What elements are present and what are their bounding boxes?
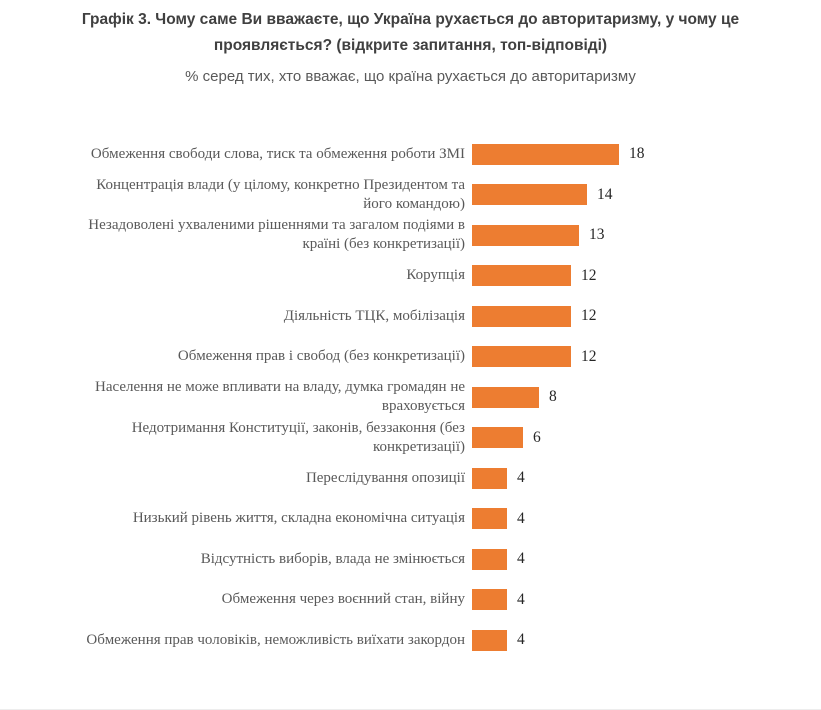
value-label: 4 (517, 469, 525, 487)
value-label: 12 (581, 266, 597, 284)
bar (472, 629, 507, 651)
bar-row: Відсутність виборів, влада не змінюється… (0, 539, 821, 580)
value-label: 4 (517, 631, 525, 649)
category-label: Діяльність ТЦК, мобілізація (283, 307, 465, 324)
category-label: Населення не може впливати на владу, дум… (95, 379, 465, 415)
category-label: Обмеження прав і свобод (без конкретизац… (177, 348, 465, 365)
bar (472, 143, 619, 165)
value-label: 13 (589, 226, 605, 244)
bar-row: Незадоволені ухваленими рішеннями та заг… (0, 215, 821, 256)
bar-row: Корупція 12 (0, 256, 821, 297)
value-label: 6 (533, 428, 541, 446)
bar-row: Населення не може впливати на владу, дум… (0, 377, 821, 418)
value-label: 18 (629, 145, 645, 163)
bar-row: Обмеження прав і свобод (без конкретизац… (0, 337, 821, 378)
bar (472, 305, 571, 327)
bar-row: Обмеження прав чоловіків, неможливість в… (0, 620, 821, 661)
category-label: Недотримання Конституції, законів, безза… (131, 419, 465, 455)
category-label: Концентрація влади (у цілому, конкретно … (96, 176, 465, 212)
bar-row: Обмеження через воєнний стан, війну 4 (0, 580, 821, 621)
value-label: 8 (549, 388, 557, 406)
category-label: Корупція (406, 267, 465, 284)
bar-row: Недотримання Конституції, законів, безза… (0, 418, 821, 459)
category-label: Відсутність виборів, влада не змінюється (200, 550, 465, 567)
value-label: 4 (517, 509, 525, 527)
category-label: Незадоволені ухваленими рішеннями та заг… (88, 217, 465, 253)
category-label: Обмеження свободи слова, тиск та обмежен… (90, 145, 465, 162)
value-label: 4 (517, 550, 525, 568)
bar-row: Низький рівень життя, складна економічна… (0, 499, 821, 540)
bar (472, 508, 507, 530)
value-label: 4 (517, 590, 525, 608)
bar-row: Концентрація влади (у цілому, конкретно … (0, 175, 821, 216)
value-label: 14 (597, 185, 613, 203)
bar (472, 589, 507, 611)
category-label: Обмеження прав чоловіків, неможливість в… (86, 631, 465, 648)
page-root: { "header": { "title": "Графік 3. Чому с… (0, 7, 821, 710)
bar-row: Діяльність ТЦК, мобілізація 12 (0, 296, 821, 337)
bar (472, 346, 571, 368)
category-label: Низький рівень життя, складна економічна… (132, 510, 465, 527)
bar (472, 184, 587, 206)
value-label: 12 (581, 347, 597, 365)
chart-title: Графік 3. Чому саме Ви вважаєте, що Укра… (81, 11, 740, 54)
value-label: 12 (581, 307, 597, 325)
bar (472, 386, 539, 408)
bar-row: Переслідування опозиції 4 (0, 458, 821, 499)
bar (472, 548, 507, 570)
category-label: Обмеження через воєнний стан, війну (221, 591, 465, 608)
bar (472, 265, 571, 287)
bar-row: Обмеження свободи слова, тиск та обмежен… (0, 134, 821, 175)
bar (472, 427, 523, 449)
chart-subtitle: % серед тих, хто вважає, що країна рухає… (185, 68, 636, 85)
category-label: Переслідування опозиції (305, 469, 465, 486)
bar (472, 467, 507, 489)
bar (472, 224, 579, 246)
bar-chart: Обмеження свободи слова, тиск та обмежен… (0, 134, 821, 661)
